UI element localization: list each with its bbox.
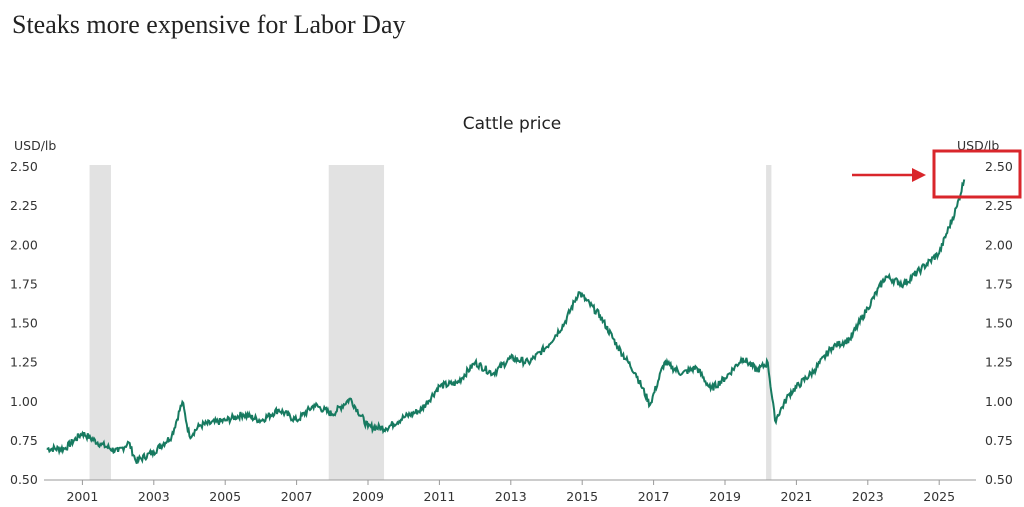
x-tick-label: 2003 [138, 489, 170, 504]
y-tick-label-left: 2.00 [10, 237, 38, 252]
y-tick-label-left: 1.25 [10, 355, 38, 370]
y-tick-label-right: 0.50 [985, 472, 1013, 487]
x-tick-label: 2005 [209, 489, 241, 504]
y-axis-label-left: USD/lb [14, 138, 56, 153]
x-tick-label: 2001 [66, 489, 98, 504]
recession-band [89, 165, 111, 480]
y-tick-label-left: 1.50 [10, 316, 38, 331]
y-tick-label-right: 1.25 [985, 355, 1013, 370]
x-tick-label: 2019 [709, 489, 741, 504]
y-tick-label-right: 1.50 [985, 316, 1013, 331]
y-tick-label-right: 0.75 [985, 433, 1013, 448]
x-tick-label: 2007 [281, 489, 313, 504]
y-tick-label-right: 1.00 [985, 394, 1013, 409]
x-tick-label: 2017 [638, 489, 670, 504]
red-arrow-icon [852, 168, 926, 182]
y-tick-label-right: 1.75 [985, 276, 1013, 291]
y-tick-label-left: 1.75 [10, 276, 38, 291]
highlight-box [932, 149, 1022, 199]
x-tick-label: 2011 [423, 489, 455, 504]
x-tick-label: 2013 [495, 489, 527, 504]
y-tick-label-right: 2.25 [985, 198, 1013, 213]
series-line-cattle-price [46, 179, 966, 464]
x-tick-label: 2021 [780, 489, 812, 504]
y-tick-label-left: 1.00 [10, 394, 38, 409]
y-tick-label-left: 0.75 [10, 433, 38, 448]
y-tick-label-left: 2.25 [10, 198, 38, 213]
x-tick-label: 2015 [566, 489, 598, 504]
y-tick-label-left: 0.50 [10, 472, 38, 487]
y-axis-label-right: USD/lb [957, 138, 999, 153]
recession-band [766, 165, 772, 480]
x-tick-label: 2009 [352, 489, 384, 504]
y-tick-label-right: 2.00 [985, 237, 1013, 252]
recession-bands [89, 165, 772, 480]
y-tick-label-right: 2.50 [985, 159, 1013, 174]
x-tick-label: 2025 [923, 489, 955, 504]
headline: Steaks more expensive for Labor Day [12, 10, 406, 39]
y-tick-label-left: 2.50 [10, 159, 38, 174]
chart-title: Cattle price [463, 114, 562, 134]
x-tick-label: 2023 [852, 489, 884, 504]
recession-band [328, 165, 385, 480]
